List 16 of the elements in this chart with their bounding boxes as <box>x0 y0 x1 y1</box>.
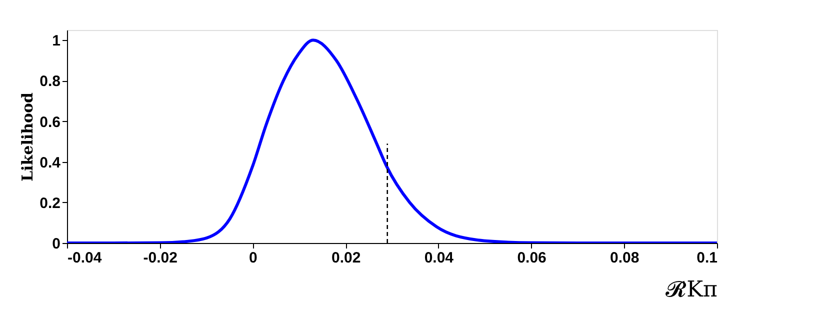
x-tick-label: 0.04 <box>424 250 454 266</box>
y-tick-label: 1 <box>52 32 60 50</box>
y-tick-label: 0.8 <box>40 73 60 90</box>
y-tick-label: 0.6 <box>40 114 60 131</box>
y-tick-label: 0 <box>52 236 60 252</box>
x-tick-label: 0.1 <box>696 250 718 266</box>
x-tick-label: -0.02 <box>143 250 178 266</box>
y-tick-label: 0.4 <box>40 154 62 172</box>
y-axis-title: Likelihood <box>18 92 37 182</box>
x-tick-label: -0.04 <box>68 250 102 266</box>
y-tick-label: 0.2 <box>40 194 60 212</box>
x-tick-label: 0.08 <box>610 250 640 266</box>
x-tick-label: 0 <box>249 250 258 266</box>
x-axis-title: 𝓡Kπ <box>666 278 718 302</box>
x-tick-label: 0.02 <box>331 250 361 266</box>
x-tick-label: 0.06 <box>517 250 546 266</box>
